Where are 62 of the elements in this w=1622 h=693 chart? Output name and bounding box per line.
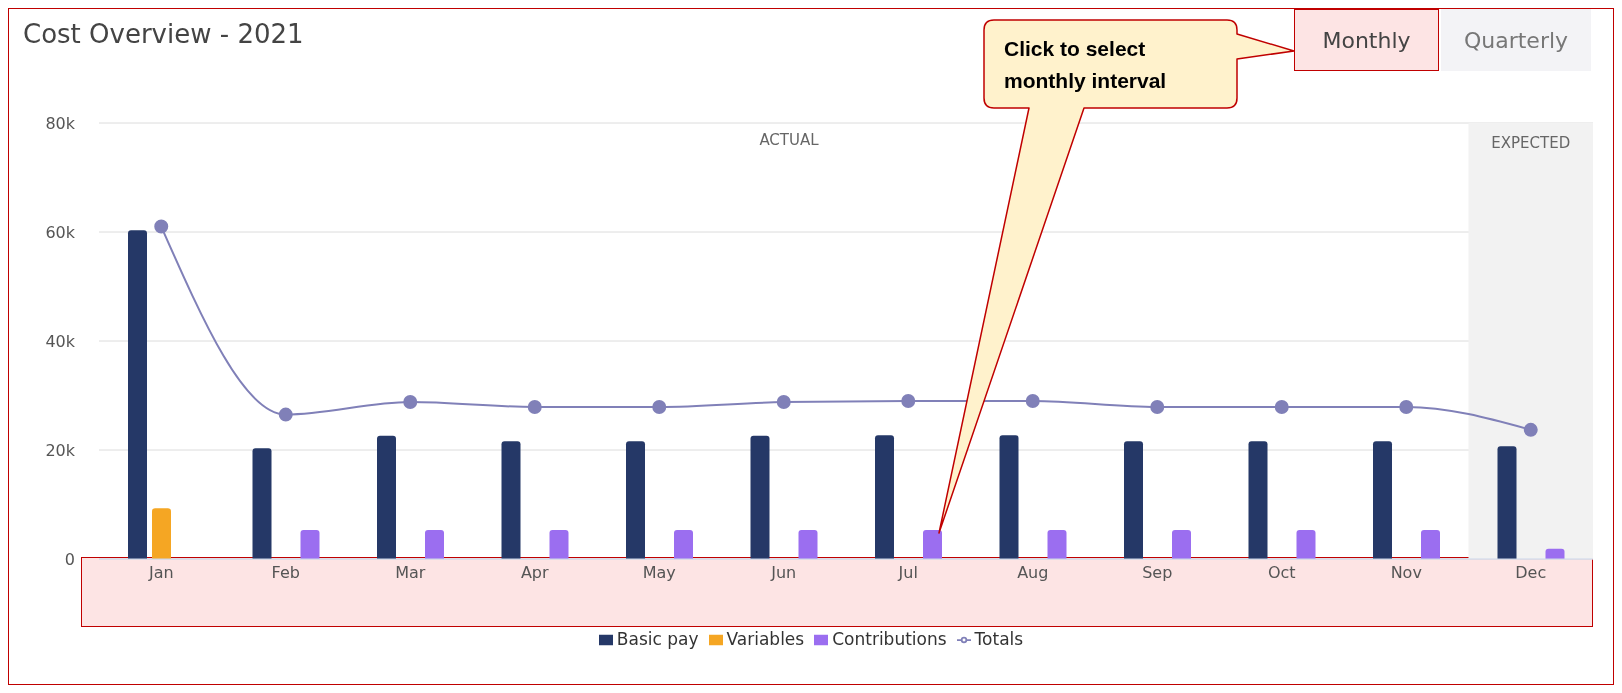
point <box>154 219 169 234</box>
bar <box>425 530 444 559</box>
x-tick-label: Nov <box>1390 563 1422 583</box>
bar <box>875 435 894 559</box>
bar <box>128 230 147 559</box>
x-tick-label: Sep <box>1142 563 1173 583</box>
y-tick-label: 80k <box>45 113 76 133</box>
bar <box>750 435 770 559</box>
point <box>1399 399 1414 414</box>
bar <box>1124 441 1143 559</box>
bar <box>252 448 272 559</box>
x-tick-label: Mar <box>395 563 426 583</box>
x-tick-label: Dec <box>1515 563 1547 583</box>
point <box>1150 399 1165 414</box>
point <box>1274 399 1289 414</box>
point <box>652 399 667 414</box>
point <box>1025 393 1040 408</box>
chart-title: Cost Overview - 2021 <box>23 19 304 49</box>
legend-label: Totals <box>974 629 1024 649</box>
text: Monthly <box>1294 9 1439 71</box>
point <box>278 407 293 422</box>
text: Quarterly <box>1441 9 1591 71</box>
bar <box>1248 441 1268 559</box>
point <box>403 395 418 410</box>
bar <box>674 530 693 559</box>
y-tick-label: 0 <box>64 549 75 569</box>
bar <box>1172 530 1191 559</box>
x-tick-label: Jun <box>770 563 797 583</box>
point <box>901 393 916 408</box>
legend-label: Basic pay <box>616 629 699 649</box>
x-tick-label: May <box>642 563 676 583</box>
x-tick-label: Feb <box>271 563 300 583</box>
bar <box>798 530 818 559</box>
point <box>527 399 542 414</box>
y-tick-label: 20k <box>45 440 76 460</box>
bar <box>626 441 645 559</box>
y-tick-label: 60k <box>45 222 76 242</box>
x-tick-label: Aug <box>1017 563 1049 583</box>
bar <box>1497 446 1517 559</box>
bar <box>1296 530 1316 559</box>
point <box>776 395 791 410</box>
bar <box>999 435 1019 559</box>
annotation: ACTUAL <box>759 131 819 149</box>
legend-label: Variables <box>726 629 805 649</box>
point <box>1523 422 1538 437</box>
bar <box>1373 441 1392 559</box>
bar <box>1047 530 1067 559</box>
bar <box>923 530 942 559</box>
bar <box>549 530 569 559</box>
bar <box>152 508 171 559</box>
legend-label: Contributions <box>832 629 947 649</box>
bar <box>501 441 521 559</box>
x-tick-label: Oct <box>1267 563 1296 583</box>
bar <box>377 435 396 559</box>
y-tick-label: 40k <box>45 331 76 351</box>
bar <box>300 530 320 559</box>
x-tick-label: Apr <box>520 563 550 583</box>
text: Click to select monthly interval <box>1004 36 1168 94</box>
x-tick-label: Jan <box>147 563 174 583</box>
x-tick-label: Jul <box>897 563 918 583</box>
bar <box>1421 530 1440 559</box>
band-label: EXPECTED <box>1491 133 1571 152</box>
